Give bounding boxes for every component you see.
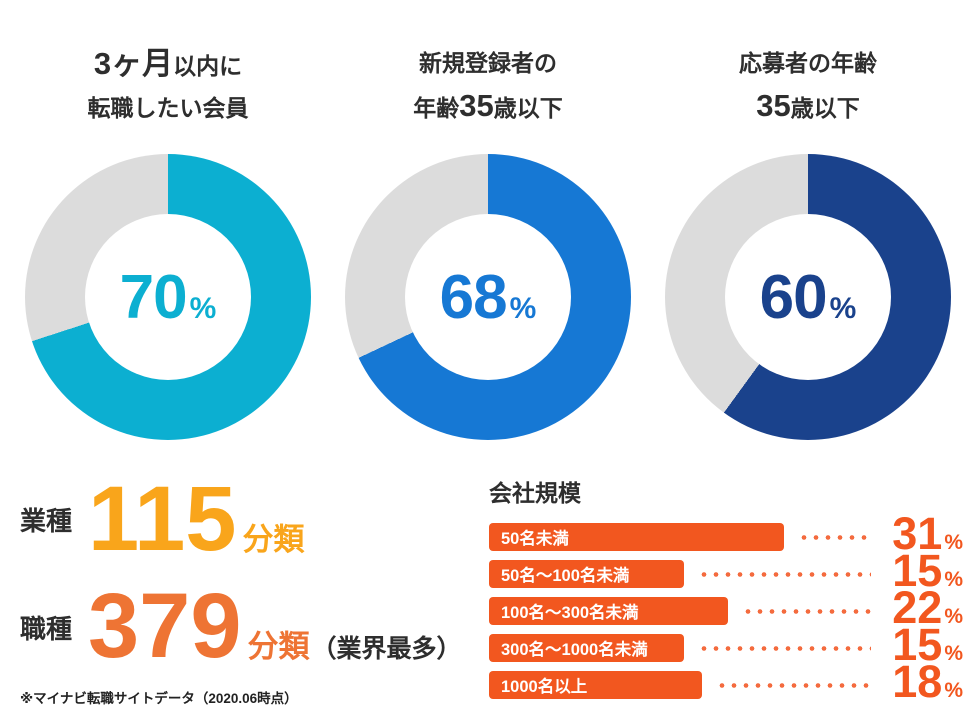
stat-rows: 業種 115 分類 職種 379 分類 （業界最多） xyxy=(20,468,470,678)
donut-ring: 70% xyxy=(25,154,311,440)
chart-title-segment: 歳以下 xyxy=(493,95,563,121)
leader-dots xyxy=(742,608,871,614)
stat-suffix: 分類 xyxy=(242,522,305,557)
donut-center-label: 60% xyxy=(760,262,857,333)
bar: 50名未満 xyxy=(489,523,784,551)
company-size-bars: 50名未満 31% 50名〜100名未満 15% 100名〜300名未満 22% 300名〜… xyxy=(489,511,963,704)
bar-percent-unit: % xyxy=(944,530,963,554)
bar-percent: 31% xyxy=(889,511,963,556)
donut-center-label: 70% xyxy=(120,262,217,333)
donut-hole: 68% xyxy=(405,214,571,380)
stat-value: 115 xyxy=(88,468,237,570)
leader-dots xyxy=(716,682,871,688)
bar-percent-value: 22 xyxy=(892,581,943,633)
donut-chart-2: 新規登録者の年齢35歳以下 68% xyxy=(343,0,633,440)
chart-title: 3ヶ月以内に転職したい会員 xyxy=(23,0,313,128)
bar-label: 100名〜300名未満 xyxy=(501,604,639,622)
chart-title-segment: 歳以下 xyxy=(790,95,860,121)
leader-dots xyxy=(698,571,871,577)
chart-title-line: 応募者の年齢 xyxy=(663,44,953,86)
bar-row: 50名〜100名未満 15% xyxy=(489,548,963,593)
chart-title-line: 年齢35歳以下 xyxy=(343,86,633,131)
chart-title-segment: 応募者の年齢 xyxy=(739,50,877,76)
stat-note: （業界最多） xyxy=(311,635,462,664)
chart-title: 応募者の年齢 35歳以下 xyxy=(663,0,953,128)
donut-hole: 70% xyxy=(85,214,251,380)
donut-percent-unit: % xyxy=(189,291,217,325)
stat-label: 職種 xyxy=(20,613,73,644)
bar-percent-unit: % xyxy=(944,641,963,665)
chart-title-segment: 35 xyxy=(459,88,494,123)
donut-center-label: 68% xyxy=(440,262,537,333)
bar: 50名〜100名未満 xyxy=(489,560,684,588)
chart-title-segment: 転職したい会員 xyxy=(87,95,249,121)
bar-percent-value: 31 xyxy=(892,507,943,559)
leader-dots xyxy=(798,534,871,540)
bar-label: 50名未満 xyxy=(501,530,569,548)
stat-value: 379 xyxy=(88,575,242,678)
bar-row: 1000名以上 18% xyxy=(489,659,963,704)
stat-suffix: 分類 xyxy=(247,629,310,665)
bar-percent-unit: % xyxy=(944,678,963,702)
bar-row: 50名未満 31% xyxy=(489,511,963,556)
donut-ring: 68% xyxy=(345,154,631,440)
chart-title-line: 転職したい会員 xyxy=(23,89,313,131)
chart-title-segment: 以内に xyxy=(173,53,243,79)
donut-percent-value: 68 xyxy=(439,262,508,332)
company-size-title: 会社規模 xyxy=(489,480,581,506)
bar-label: 50名〜100名未満 xyxy=(501,567,630,585)
bar-label: 300名〜1000名未満 xyxy=(501,641,648,659)
bar-row: 100名〜300名未満 22% xyxy=(489,585,963,630)
bar-percent-value: 18 xyxy=(892,655,943,707)
stats-panel: 業種 115 分類 職種 379 分類 （業界最多） ※マイナビ転職サイトデータ（2020.… xyxy=(20,468,470,707)
chart-title-segment: 3ヶ月 xyxy=(93,46,174,81)
donut-chart-1: 3ヶ月以内に転職したい会員 70% xyxy=(23,0,313,440)
chart-title-line: 新規登録者の xyxy=(343,44,633,86)
donut-percent-value: 60 xyxy=(759,262,828,332)
donut-hole: 60% xyxy=(725,214,891,380)
bar-percent: 15% xyxy=(889,548,963,593)
donut-ring: 60% xyxy=(665,154,951,440)
bar-row: 300名〜1000名未満 15% xyxy=(489,622,963,667)
bar-label: 1000名以上 xyxy=(501,678,588,696)
leader-dots xyxy=(698,645,871,651)
bar-percent-value: 15 xyxy=(892,618,943,670)
bar: 1000名以上 xyxy=(489,671,702,699)
chart-title-line: 35歳以下 xyxy=(663,86,953,131)
chart-title-segment: 新規登録者の xyxy=(419,50,557,76)
chart-title-segment: 35 xyxy=(756,88,791,123)
donut-percent-value: 70 xyxy=(119,262,188,332)
bar-percent-value: 15 xyxy=(892,544,943,596)
bar-percent: 18% xyxy=(889,659,963,704)
footnote: ※マイナビ転職サイトデータ（2020.06時点） xyxy=(20,690,298,706)
company-size-panel: 会社規模 50名未満 31% 50名〜100名未満 15% 100名〜300名未満 22%… xyxy=(489,474,963,708)
chart-title: 新規登録者の年齢35歳以下 xyxy=(343,0,633,128)
chart-title-segment: 年齢 xyxy=(413,95,460,121)
bar-percent-unit: % xyxy=(944,567,963,591)
donut-percent-unit: % xyxy=(509,291,537,325)
bar: 300名〜1000名未満 xyxy=(489,634,684,662)
stat-label: 業種 xyxy=(20,506,73,537)
chart-title-line: 3ヶ月以内に xyxy=(23,44,313,89)
stat-row: 業種 115 分類 xyxy=(20,468,470,570)
bar: 100名〜300名未満 xyxy=(489,597,728,625)
bar-percent: 15% xyxy=(889,622,963,667)
stat-row: 職種 379 分類 （業界最多） xyxy=(20,575,470,678)
donut-chart-3: 応募者の年齢 35歳以下 60% xyxy=(663,0,953,440)
donut-percent-unit: % xyxy=(829,291,857,325)
bar-percent: 22% xyxy=(889,585,963,630)
bar-percent-unit: % xyxy=(944,604,963,628)
